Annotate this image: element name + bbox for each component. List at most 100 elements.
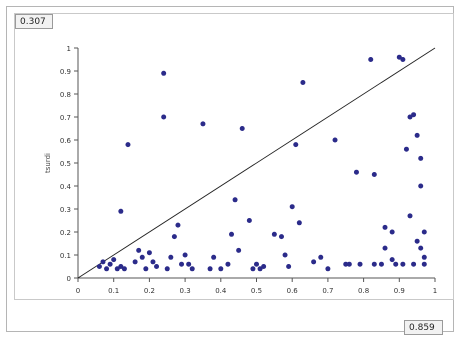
data-point [168,254,174,260]
data-point [104,266,110,272]
x-tick-label: 0 [76,287,80,295]
value-readout-bottom-right: 0.859 [404,320,443,335]
diagonal-reference-line [77,47,436,279]
data-point [311,259,317,265]
data-point [278,234,284,240]
data-point [118,208,124,214]
data-point [189,266,195,272]
data-point [325,266,331,272]
data-point [111,257,117,263]
x-tick-label: 0.3 [180,287,191,295]
data-point [164,266,170,272]
data-point [343,261,349,267]
data-point [161,70,167,76]
data-point [239,126,245,131]
data-point [382,245,388,251]
y-tick-label: 0.4 [60,183,72,191]
data-point [250,266,256,272]
y-tick-label: 0.3 [60,206,71,214]
y-tick-label: 1 [67,45,71,53]
data-point [271,231,277,237]
data-point [150,259,156,265]
data-point [161,114,167,120]
data-point [261,264,267,269]
data-point [400,57,406,62]
data-point [246,218,252,223]
data-point [318,254,324,260]
y-tick-label: 0 [67,275,71,283]
data-point [218,266,224,272]
y-tick-label: 0.9 [60,68,71,76]
y-axis-label: tsurdi [44,153,52,173]
data-point [414,238,420,244]
y-tick-label: 0.2 [60,229,71,237]
data-point [289,204,295,210]
x-tick-label: 0.7 [322,287,333,295]
data-point [368,57,374,62]
data-point [353,169,359,175]
data-point [418,245,424,251]
data-point [171,234,177,240]
data-point [136,247,142,253]
data-point [143,266,149,272]
data-point [293,142,299,148]
data-point [332,137,338,143]
data-point [407,114,413,120]
data-point [346,261,352,267]
data-point [229,231,235,237]
x-tick-label: 0.5 [251,287,262,295]
data-point [371,172,377,177]
data-point [225,261,231,267]
data-point [371,261,377,267]
plot-panel: 0 0.1 0.2 0.3 0.4 0.5 0.6 0.7 0.8 0.9 1 0 0.1 0.2 0.3 0… [14,13,454,308]
y-tick-label: 0.8 [60,91,71,99]
data-point [254,261,259,267]
x-tick-label: 0.1 [108,287,119,295]
data-point [407,213,413,219]
data-point [393,261,399,267]
data-point [146,250,152,256]
data-point [179,261,185,267]
x-tick-label: 0.9 [394,287,405,295]
data-point [411,261,417,267]
x-tick-label: 0.8 [358,287,369,295]
x-tick-label: 0.6 [287,287,299,295]
y-tick-label: 0.7 [60,114,71,122]
data-point [396,54,402,60]
data-point [114,266,120,272]
data-point [132,259,138,265]
data-point [107,261,113,267]
data-point [300,80,306,85]
data-point [182,252,188,258]
data-point [418,155,424,161]
data-point [118,264,124,269]
data-point [186,261,192,267]
y-tick-label: 0.1 [60,252,71,260]
data-point [139,254,145,260]
data-point [403,146,409,152]
data-point [418,183,424,189]
data-point [282,252,288,258]
data-point [414,132,420,138]
data-point [125,142,131,148]
data-point [121,266,127,272]
data-point [96,264,102,269]
data-point [378,261,384,267]
data-point [389,229,395,235]
data-point [421,254,427,260]
data-point [211,254,217,260]
data-point [100,259,106,265]
x-tick-label: 0.4 [215,287,227,295]
data-point [232,197,238,203]
x-tick-label: 0.2 [144,287,155,295]
y-tick-label: 0.5 [60,160,71,168]
data-point [400,261,406,267]
data-point [421,261,427,267]
y-tick-label: 0.6 [60,137,72,145]
scatter-chart: 0 0.1 0.2 0.3 0.4 0.5 0.6 0.7 0.8 0.9 1 0 0.1 0.2 0.3 0… [44,45,437,308]
data-point [257,266,263,272]
data-point [175,222,181,228]
data-point [154,264,160,269]
data-point [236,247,242,253]
data-point [421,229,427,235]
